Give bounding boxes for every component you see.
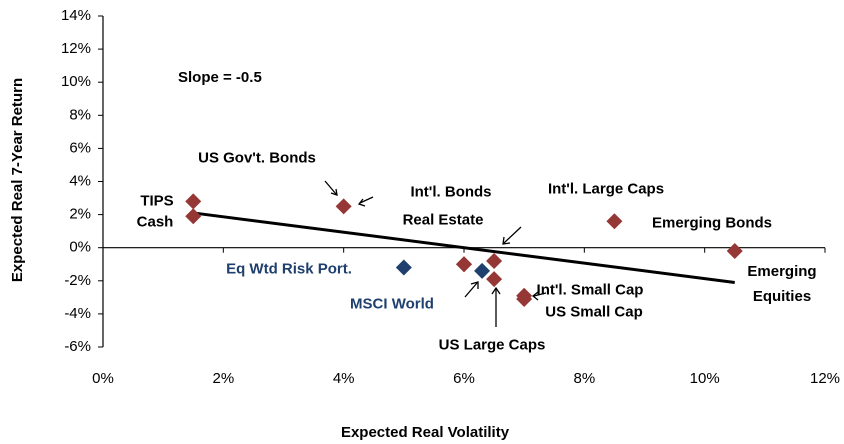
point-label: US Large Caps — [438, 336, 546, 354]
point-label: TIPS — [140, 192, 174, 210]
x-tick-label: 10% — [690, 370, 720, 387]
data-point — [185, 208, 202, 225]
x-tick-label: 6% — [453, 370, 475, 387]
point-label: US Gov't. Bonds — [198, 149, 316, 167]
y-tick-label: 2% — [69, 206, 91, 223]
y-tick-label: 6% — [69, 139, 91, 156]
y-tick-label: -6% — [64, 338, 91, 355]
y-tick-label: 0% — [69, 239, 91, 256]
point-label: Int'l. Small Cap — [536, 281, 644, 299]
point-label: US Small Cap — [545, 303, 643, 321]
data-point — [606, 213, 623, 230]
data-point — [395, 259, 412, 276]
x-tick-label: 2% — [212, 370, 234, 387]
x-tick-label: 0% — [92, 370, 114, 387]
x-tick-label: 8% — [573, 370, 595, 387]
x-axis-label: Expected Real Volatility — [341, 424, 510, 441]
data-point — [474, 262, 491, 279]
y-tick-label: 12% — [61, 40, 91, 57]
point-label: Emerging Equities — [747, 263, 817, 305]
y-tick-label: 10% — [61, 73, 91, 90]
y-tick-label: 14% — [61, 7, 91, 24]
data-point — [726, 243, 743, 260]
y-tick-label: 8% — [69, 106, 91, 123]
data-point — [486, 252, 503, 269]
point-label: Real Estate — [402, 211, 484, 229]
y-tick-label: -2% — [64, 272, 91, 289]
data-point — [456, 256, 472, 273]
point-label: Cash — [136, 213, 174, 231]
point-label: Emerging Bonds — [651, 214, 773, 232]
point-label: Int'l. Bonds — [410, 183, 492, 201]
y-tick-label: 4% — [69, 172, 91, 189]
x-tick-label: 4% — [333, 370, 355, 387]
data-point — [335, 198, 352, 215]
point-label: Eq Wtd Risk Port. — [226, 260, 352, 278]
x-tick-label: 12% — [810, 370, 840, 387]
y-axis-label: Expected Real 7-Year Return — [9, 78, 26, 282]
data-point — [185, 193, 202, 210]
data-point — [516, 291, 533, 308]
y-tick-label: -4% — [64, 305, 91, 322]
point-label: Int'l. Large Caps — [547, 180, 665, 198]
data-point — [486, 271, 503, 288]
point-label: MSCI World — [350, 295, 434, 313]
arrows — [324, 180, 547, 327]
annotation: Slope = -0.5 — [178, 69, 262, 86]
trend-line — [193, 211, 735, 284]
